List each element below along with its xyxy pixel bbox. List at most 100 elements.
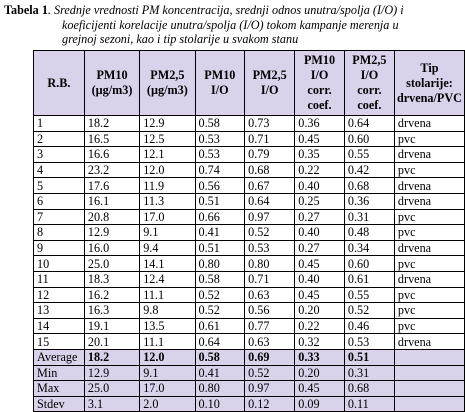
stat-cell-tip xyxy=(393,395,465,412)
cell-cc10: 0.45 xyxy=(294,130,345,148)
cell-cc25: 0.34 xyxy=(343,239,395,257)
cell-cc10: 0.40 xyxy=(294,270,345,288)
stat-cell-cc10: 0.45 xyxy=(294,380,345,397)
table-row: 14 19.1 13.5 0.61 0.77 0.22 0.46 pvc xyxy=(33,317,465,335)
cell-cc25: 0.60 xyxy=(343,130,395,148)
stat-cell-io10: 0.58 xyxy=(194,348,246,366)
header-tip-line1: Tip xyxy=(420,60,439,75)
cell-cc10: 0.40 xyxy=(294,224,345,241)
table-row: 11 18.3 12.4 0.58 0.71 0.40 0.61 drvena xyxy=(33,270,465,288)
table-row: 15 20.1 11.1 0.64 0.63 0.32 0.53 drvena xyxy=(33,333,465,350)
stats-row-average: Average 18.2 12.0 0.58 0.69 0.33 0.51 xyxy=(33,348,465,366)
cell-io25: 0.79 xyxy=(244,146,296,163)
cell-tip: drvena xyxy=(393,333,465,350)
stat-cell-cc10: 0.20 xyxy=(294,364,345,382)
cell-pm10: 16.3 xyxy=(83,302,141,319)
cell-io10: 0.64 xyxy=(194,333,246,350)
stat-cell-io10: 0.41 xyxy=(194,364,246,382)
stat-cell-pm10: 25.0 xyxy=(83,380,141,397)
cell-cc10: 0.32 xyxy=(294,333,345,350)
table-row: 8 12.9 9.1 0.41 0.52 0.40 0.48 pvc xyxy=(33,224,465,241)
stat-cell-tip xyxy=(393,364,465,382)
table-row: 13 16.3 9.8 0.52 0.56 0.20 0.52 pvc xyxy=(33,302,465,319)
header-cc25: PM2,5 I/O corr. coef. xyxy=(343,50,395,116)
stat-cell-pm25: 2.0 xyxy=(139,395,196,412)
header-io25-line1: PM2,5 xyxy=(252,68,287,82)
cell-tip: pvc xyxy=(393,161,465,179)
cell-pm10: 16.5 xyxy=(83,130,141,148)
stat-cell-cc25: 0.31 xyxy=(343,364,395,382)
stat-cell-io25: 0.52 xyxy=(244,364,296,382)
cell-tip: pvc xyxy=(393,302,465,319)
header-io10-line1: PM10 xyxy=(204,68,236,82)
cell-rb: 1 xyxy=(33,115,85,132)
cell-io10: 0.58 xyxy=(194,115,246,132)
cell-io25: 0.67 xyxy=(244,177,296,194)
stat-cell-pm25: 17.0 xyxy=(139,380,196,397)
cell-io10: 0.51 xyxy=(194,192,246,210)
cell-io10: 0.51 xyxy=(194,239,246,257)
stat-cell-rb: Stdev xyxy=(33,395,85,412)
cell-rb: 3 xyxy=(33,146,85,163)
header-rb-line: R.B. xyxy=(47,75,71,90)
table-row: 5 17.6 11.9 0.56 0.67 0.40 0.68 drvena xyxy=(33,177,465,194)
header-io25-line2: I/O xyxy=(260,83,279,97)
cell-tip: drvena xyxy=(393,239,465,257)
cell-rb: 14 xyxy=(33,317,85,335)
cell-pm25: 12.5 xyxy=(139,130,196,148)
header-cc10-line1: PM10 xyxy=(303,53,336,67)
table-row: 3 16.6 12.1 0.53 0.79 0.35 0.55 drvena xyxy=(33,146,465,163)
cell-io10: 0.53 xyxy=(194,146,246,163)
cell-io25: 0.73 xyxy=(244,115,296,132)
table-row: 12 16.2 11.1 0.52 0.63 0.45 0.55 pvc xyxy=(33,286,465,304)
cell-cc10: 0.27 xyxy=(294,239,345,257)
table-row: 9 16.0 9.4 0.51 0.53 0.27 0.34 drvena xyxy=(33,239,465,257)
cell-io25: 0.71 xyxy=(244,270,296,288)
cell-cc25: 0.55 xyxy=(343,146,395,163)
cell-pm25: 11.3 xyxy=(139,192,196,210)
stat-cell-pm10: 3.1 xyxy=(83,395,141,412)
stat-cell-rb: Max xyxy=(33,380,85,397)
cell-pm25: 9.8 xyxy=(139,302,196,319)
stat-cell-tip xyxy=(393,348,465,366)
stat-cell-io25: 0.12 xyxy=(244,395,296,412)
cell-cc10: 0.22 xyxy=(294,317,345,335)
cell-cc25: 0.48 xyxy=(343,224,395,241)
caption-line-2: koeficijenti korelacije unutra/spolja (I… xyxy=(62,17,399,32)
cell-pm25: 12.9 xyxy=(139,115,196,132)
cell-tip: drvena xyxy=(393,177,465,194)
table-body: 1 18.2 12.9 0.58 0.73 0.36 0.64 drvena 2 16.5 12.5… xyxy=(33,115,465,412)
cell-io25: 0.53 xyxy=(244,239,296,257)
header-tip-line2: stolarije: xyxy=(406,75,453,90)
cell-io10: 0.80 xyxy=(194,255,246,272)
cell-cc10: 0.35 xyxy=(294,146,345,163)
header-cc10-line2: I/O xyxy=(310,68,329,82)
caption-text-1: . Srednje vrednosti PM koncentracija, sr… xyxy=(47,3,404,17)
header-tip: Tip stolarije: drvena/PVC xyxy=(393,50,465,116)
cell-io10: 0.66 xyxy=(194,208,246,226)
cell-rb: 13 xyxy=(33,302,85,319)
cell-io25: 0.56 xyxy=(244,302,296,319)
cell-io25: 0.63 xyxy=(244,333,296,350)
cell-io10: 0.41 xyxy=(194,224,246,241)
table-row: 10 25.0 14.1 0.80 0.80 0.45 0.60 pvc xyxy=(33,255,465,272)
cell-rb: 2 xyxy=(33,130,85,148)
cell-cc10: 0.22 xyxy=(294,161,345,179)
cell-io25: 0.64 xyxy=(244,192,296,210)
cell-cc25: 0.36 xyxy=(343,192,395,210)
cell-cc25: 0.42 xyxy=(343,161,395,179)
stats-row-stdev: Stdev 3.1 2.0 0.10 0.12 0.09 0.11 xyxy=(33,395,465,412)
stat-cell-rb: Min xyxy=(33,364,85,382)
caption-line-1: Tabela 1. Srednje vrednosti PM koncentra… xyxy=(4,3,444,18)
cell-pm10: 16.1 xyxy=(83,192,141,210)
stat-cell-io25: 0.97 xyxy=(244,380,296,397)
cell-io25: 0.63 xyxy=(244,286,296,304)
header-io25: PM2,5 I/O xyxy=(244,50,296,116)
caption-line-3: grejnoj sezoni, kao i tip stolarije u sv… xyxy=(62,32,299,46)
cell-io25: 0.71 xyxy=(244,130,296,148)
cell-cc25: 0.31 xyxy=(343,208,395,226)
cell-rb: 15 xyxy=(33,333,85,350)
cell-io10: 0.58 xyxy=(194,270,246,288)
header-cc10-line3: corr. xyxy=(307,83,332,97)
cell-io10: 0.52 xyxy=(194,286,246,304)
